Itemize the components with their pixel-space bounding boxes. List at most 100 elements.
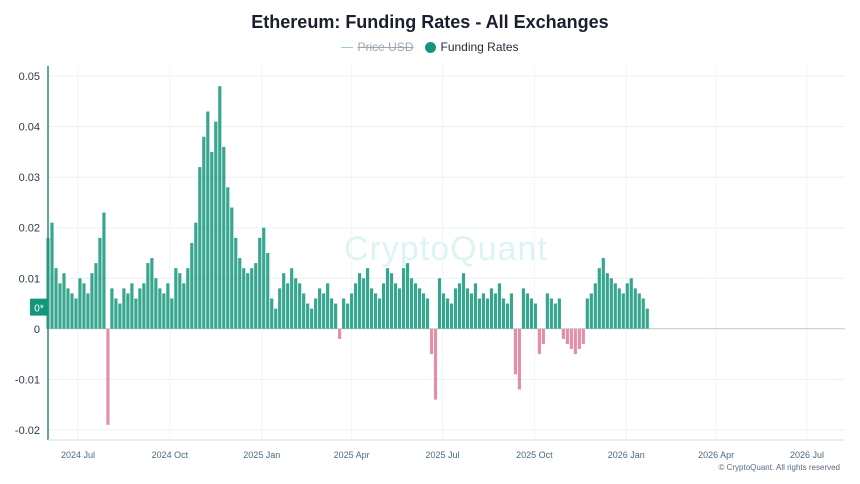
funding-rate-bar — [98, 237, 102, 329]
funding-rate-bar — [346, 303, 350, 329]
funding-rate-bar — [461, 273, 466, 329]
funding-rate-bar — [158, 288, 162, 329]
y-tick-label: 0.05 — [19, 71, 40, 83]
funding-rate-bar — [50, 222, 54, 329]
funding-rate-bar — [142, 283, 146, 329]
funding-rate-bar — [246, 273, 250, 329]
funding-rate-bar — [326, 283, 330, 329]
funding-rate-bar — [366, 268, 370, 329]
funding-rate-bar — [553, 303, 557, 329]
x-tick-label: 2024 Jul — [61, 450, 95, 460]
legend-item-price-usd[interactable]: Price USD — [341, 40, 413, 54]
y-tick-label: 0 — [34, 324, 40, 336]
funding-rate-bar — [389, 273, 394, 329]
funding-rate-bar — [306, 303, 310, 329]
funding-rate-bar — [230, 207, 234, 329]
funding-rate-bar — [302, 293, 306, 329]
funding-rate-bar — [469, 293, 474, 329]
funding-rate-bar — [222, 146, 226, 329]
x-tick-label: 2026 Jul — [790, 450, 824, 460]
funding-rate-bar — [425, 298, 430, 329]
x-tick-label: 2025 Jul — [425, 450, 459, 460]
funding-rate-bar — [174, 268, 178, 329]
funding-rate-bar — [569, 328, 573, 350]
funding-rate-bar — [505, 303, 510, 329]
funding-rate-bar — [541, 328, 545, 344]
funding-rate-bar — [106, 328, 110, 425]
x-tick-label: 2026 Jan — [608, 450, 645, 460]
funding-rate-bar — [405, 263, 410, 329]
funding-rate-bar — [102, 212, 106, 329]
x-tick-label: 2026 Apr — [698, 450, 734, 460]
funding-rate-bar — [54, 268, 58, 329]
funding-rate-bar — [585, 298, 589, 329]
funding-rate-bar — [74, 298, 78, 329]
funding-rate-bar — [385, 268, 390, 329]
funding-rate-bar — [409, 278, 414, 329]
funding-rate-bar — [445, 298, 450, 329]
funding-rate-bar — [370, 288, 374, 329]
funding-rate-bar — [94, 263, 98, 329]
funding-rate-bar — [342, 298, 346, 329]
funding-rate-bar — [130, 283, 134, 329]
funding-rate-bar — [378, 298, 382, 329]
funding-rate-bar — [198, 167, 202, 329]
funding-rate-bar — [413, 283, 418, 329]
funding-rate-bar — [537, 328, 541, 355]
funding-rate-bar — [354, 283, 358, 329]
funding-rate-bar — [118, 303, 122, 329]
funding-rate-bar — [417, 288, 422, 329]
funding-rate-bar — [286, 283, 290, 329]
funding-rate-bar — [122, 288, 126, 329]
funding-rate-bar — [242, 268, 246, 329]
funding-rate-bar — [645, 308, 649, 329]
funding-rate-bar — [565, 328, 569, 344]
dot-swatch-icon — [425, 41, 437, 53]
funding-rate-bar — [62, 273, 66, 329]
funding-rate-bar — [190, 242, 194, 329]
funding-rate-bar — [298, 283, 302, 329]
funding-rate-bar — [186, 268, 190, 329]
funding-rate-bar — [617, 288, 621, 329]
y-tick-label: 0.03 — [19, 172, 40, 184]
funding-rate-bar — [238, 258, 242, 329]
funding-rate-bar — [593, 283, 597, 329]
funding-rate-bar — [633, 288, 637, 329]
funding-rate-bar — [429, 328, 434, 355]
funding-rate-bar — [258, 237, 262, 329]
funding-rate-bar — [330, 298, 334, 329]
y-tick-label: 0.02 — [19, 223, 40, 235]
legend-label-funding-rates: Funding Rates — [440, 40, 519, 54]
funding-rate-bar — [481, 293, 486, 329]
funding-rate-bar — [374, 293, 378, 329]
funding-rate-bar — [433, 328, 438, 400]
funding-rate-bar — [134, 298, 138, 329]
funding-rate-bar — [613, 283, 617, 329]
y-tick-label: 0.01 — [19, 273, 40, 285]
y-tick-label: 0.04 — [19, 122, 40, 134]
y-tick-label: -0.02 — [15, 425, 40, 437]
funding-rate-bar — [637, 293, 641, 329]
funding-rate-bar — [513, 328, 517, 375]
funding-rate-bar — [86, 293, 90, 329]
funding-rate-bar — [509, 293, 514, 329]
legend-label-price-usd: Price USD — [357, 40, 414, 54]
funding-rate-bar — [517, 328, 521, 390]
funding-rate-bar — [501, 298, 506, 329]
funding-rate-bar — [318, 288, 322, 329]
funding-rate-bar — [577, 328, 581, 350]
funding-rate-bar — [226, 187, 230, 329]
x-tick-label: 2024 Oct — [152, 450, 189, 460]
funding-rate-bar — [362, 278, 366, 329]
funding-rate-bar — [150, 258, 154, 329]
funding-rate-bar — [557, 298, 561, 329]
funding-rate-bar — [485, 298, 490, 329]
funding-rate-bar — [573, 328, 577, 355]
legend-item-funding-rates[interactable]: Funding Rates — [425, 40, 519, 54]
funding-rate-bar — [597, 268, 601, 329]
funding-rate-bar — [290, 268, 294, 329]
funding-rate-bar — [465, 288, 470, 329]
funding-rate-bar — [381, 283, 386, 329]
funding-rate-bar — [441, 293, 446, 329]
